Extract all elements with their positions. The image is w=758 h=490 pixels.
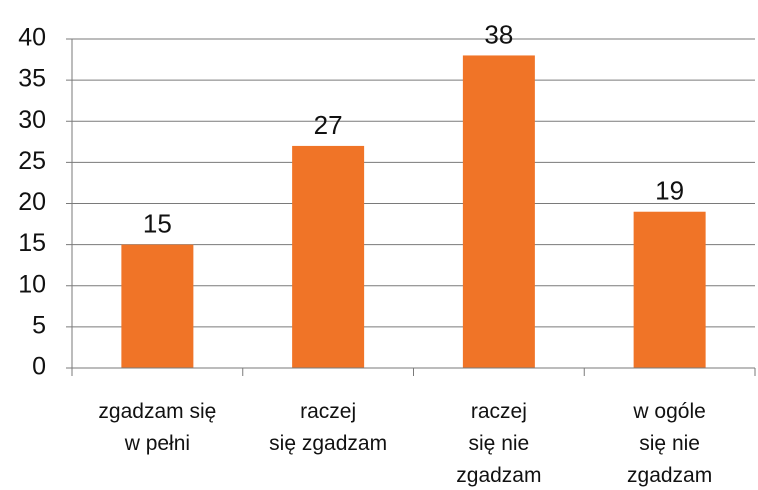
y-tick-label: 15: [18, 229, 46, 257]
y-tick-label: 10: [18, 270, 46, 298]
data-label: 15: [143, 209, 172, 239]
bar: [292, 145, 365, 368]
x-tick-label: w ogóle się nie zgadzam: [627, 400, 712, 487]
x-tick-label: zgadzam się w pełni: [98, 400, 216, 455]
bar: [633, 211, 706, 368]
data-label: 19: [655, 176, 684, 206]
y-tick-label: 25: [18, 147, 46, 175]
y-tick-label: 30: [18, 106, 46, 134]
y-tick-label: 0: [32, 353, 46, 381]
y-tick-label: 35: [18, 65, 46, 93]
bar: [462, 55, 535, 368]
x-tick-label: raczej się zgadzam: [269, 400, 387, 455]
x-tick-label: raczej się nie zgadzam: [456, 400, 541, 487]
y-tick-label: 5: [32, 311, 46, 339]
data-label: 27: [314, 110, 343, 140]
data-label: 38: [484, 19, 513, 49]
y-tick-label: 20: [18, 188, 46, 216]
y-tick-label: 40: [18, 24, 46, 52]
bar: [121, 244, 194, 368]
